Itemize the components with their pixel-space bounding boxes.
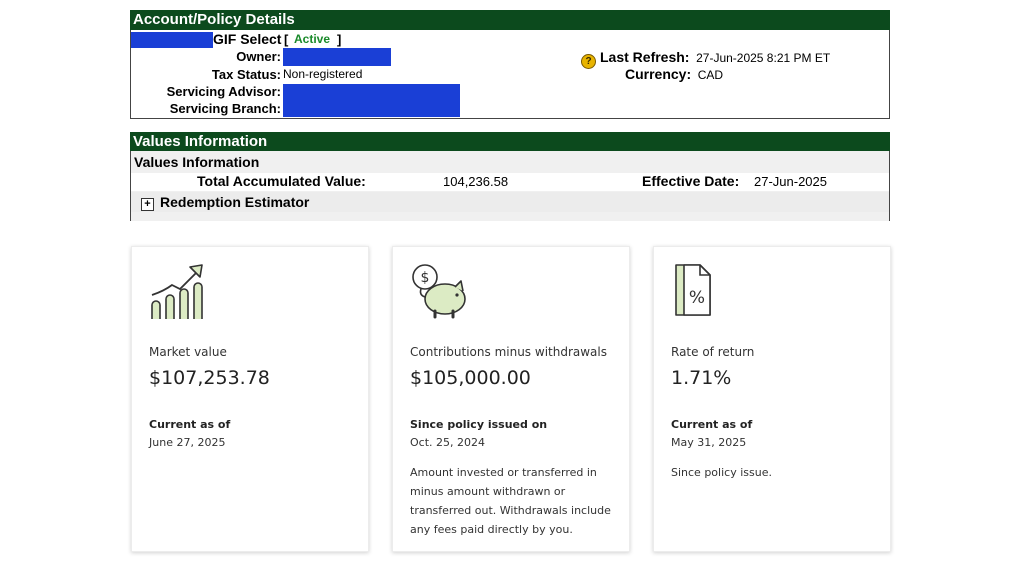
total-value-row: Total Accumulated Value: 104,236.58 Effe…: [131, 173, 889, 191]
status-badge: Active: [294, 32, 331, 46]
status-bracket-close: ]: [337, 32, 342, 47]
effective-date-value: 27-Jun-2025: [754, 174, 827, 189]
currency-value: CAD: [697, 68, 724, 82]
currency-label: Currency:: [625, 66, 692, 82]
rate-of-return-note: Since policy issue.: [671, 466, 772, 479]
contributions-amount: $105,000.00: [410, 367, 531, 389]
market-value-card: Market value $107,253.78 Current as of J…: [131, 246, 369, 552]
advisor-label: Servicing Advisor:: [166, 84, 281, 99]
market-value-sub: Current as of: [149, 418, 231, 431]
last-refresh-row: ? Last Refresh: 27-Jun-2025 8:21 PM ET: [581, 49, 881, 69]
redemption-estimator-row[interactable]: + Redemption Estimator: [131, 192, 889, 212]
branch-label: Servicing Branch:: [169, 101, 281, 116]
growth-chart-icon: [151, 264, 203, 319]
tax-status-label: Tax Status:: [211, 67, 281, 82]
redemption-estimator-label[interactable]: Redemption Estimator: [160, 194, 310, 210]
contributions-date: Oct. 25, 2024: [410, 436, 485, 449]
contributions-title: Contributions minus withdrawals: [410, 345, 607, 359]
market-value-date: June 27, 2025: [149, 436, 226, 449]
account-policy-panel: Account/Policy Details GIF Select [ Acti…: [130, 10, 890, 119]
product-name: GIF Select: [213, 31, 282, 47]
rate-of-return-title: Rate of return: [671, 345, 755, 359]
piggy-bank-icon: $: [412, 264, 466, 319]
tax-status-row: Tax Status: Non-registered: [131, 66, 511, 83]
rate-of-return-date: May 31, 2025: [671, 436, 747, 449]
product-row: GIF Select [ Active ]: [131, 31, 511, 48]
rate-of-return-sub: Current as of: [671, 418, 753, 431]
status-bracket-open: [: [284, 32, 289, 47]
tax-status-value: Non-registered: [283, 67, 363, 81]
redacted-owner: [283, 48, 391, 66]
plus-square-icon[interactable]: +: [141, 198, 154, 211]
owner-label: Owner:: [236, 49, 281, 64]
svg-text:$: $: [421, 270, 430, 286]
values-information-header: Values Information: [130, 132, 890, 151]
rate-of-return-amount: 1.71%: [671, 367, 732, 389]
rate-of-return-card: % Rate of return 1.71% Current as of May…: [653, 246, 891, 552]
market-value-title: Market value: [149, 345, 227, 359]
account-policy-header: Account/Policy Details: [130, 10, 890, 30]
values-information-body: Values Information Total Accumulated Val…: [130, 151, 890, 221]
contributions-note: Amount invested or transferred in minus …: [410, 466, 611, 536]
last-refresh-label: Last Refresh:: [600, 49, 690, 65]
contributions-card: $ Contributions minus withdrawals $105,0…: [392, 246, 630, 552]
account-policy-body: GIF Select [ Active ] Owner: Tax Status:…: [130, 30, 890, 119]
svg-text:%: %: [689, 288, 705, 308]
total-value: 104,236.58: [443, 174, 509, 189]
market-value-amount: $107,253.78: [149, 367, 270, 389]
total-value-label: Total Accumulated Value:: [197, 173, 366, 189]
redacted-policy-number: [131, 32, 213, 48]
last-refresh-value: 27-Jun-2025 8:21 PM ET: [696, 51, 831, 65]
contributions-sub: Since policy issued on: [410, 418, 548, 431]
effective-date-label: Effective Date:: [642, 173, 740, 189]
values-information-panel: Values Information Values Information To…: [130, 132, 890, 221]
currency-row: Currency: CAD: [625, 66, 825, 83]
percent-document-icon: %: [675, 264, 711, 316]
owner-row: Owner:: [131, 48, 511, 66]
question-circle-icon[interactable]: ?: [581, 54, 596, 69]
branch-row: Servicing Branch:: [131, 100, 511, 117]
advisor-row: Servicing Advisor:: [131, 83, 511, 100]
values-subheader: Values Information: [134, 154, 260, 170]
redacted-advisor-branch: [283, 84, 460, 117]
